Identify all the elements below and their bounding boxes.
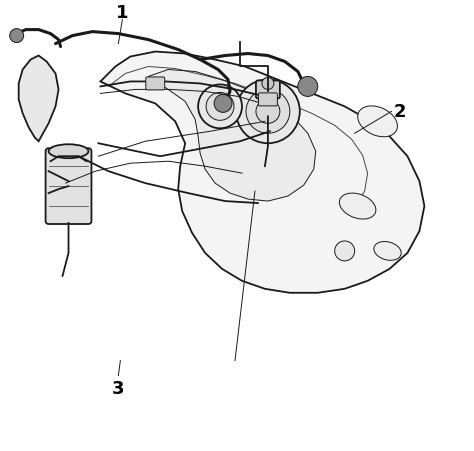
- Circle shape: [214, 95, 232, 113]
- Circle shape: [256, 100, 280, 124]
- Circle shape: [246, 90, 290, 134]
- Circle shape: [262, 78, 274, 90]
- Text: 2: 2: [393, 103, 406, 121]
- Circle shape: [298, 77, 318, 97]
- FancyBboxPatch shape: [256, 81, 280, 99]
- Circle shape: [236, 80, 300, 144]
- Polygon shape: [100, 52, 424, 293]
- FancyBboxPatch shape: [258, 94, 277, 106]
- Polygon shape: [18, 56, 59, 142]
- Ellipse shape: [48, 145, 89, 159]
- FancyBboxPatch shape: [46, 149, 91, 225]
- Circle shape: [198, 85, 242, 129]
- Circle shape: [206, 93, 234, 121]
- Text: 1: 1: [116, 4, 128, 22]
- Ellipse shape: [374, 242, 401, 261]
- Circle shape: [9, 29, 24, 43]
- FancyBboxPatch shape: [146, 78, 165, 91]
- Ellipse shape: [358, 106, 397, 138]
- Text: 3: 3: [112, 380, 125, 398]
- Circle shape: [335, 241, 355, 261]
- Polygon shape: [148, 70, 316, 202]
- Ellipse shape: [339, 193, 376, 220]
